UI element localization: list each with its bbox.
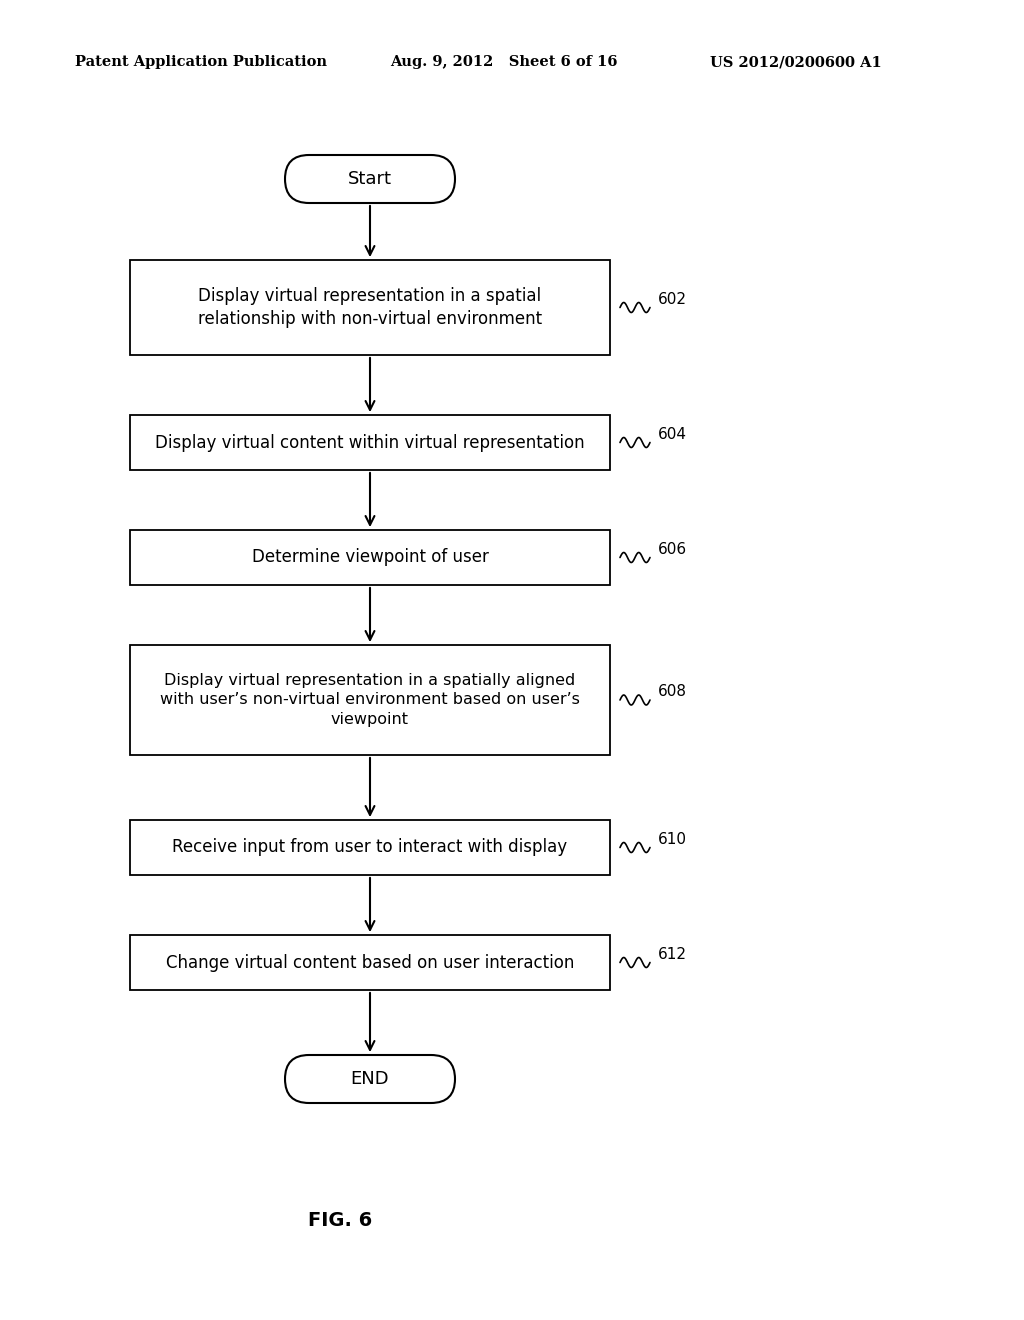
Text: 604: 604 [658,426,687,442]
FancyBboxPatch shape [285,154,455,203]
Bar [130,820,610,875]
Text: 606: 606 [658,543,687,557]
Text: Receive input from user to interact with display: Receive input from user to interact with… [172,838,567,857]
Text: Patent Application Publication: Patent Application Publication [75,55,327,69]
Bar [130,414,610,470]
Text: Determine viewpoint of user: Determine viewpoint of user [252,549,488,566]
Text: 610: 610 [658,832,687,847]
Bar [130,260,610,355]
Bar [130,935,610,990]
Bar [130,531,610,585]
Text: US 2012/0200600 A1: US 2012/0200600 A1 [710,55,882,69]
Text: 602: 602 [658,292,687,308]
Text: Change virtual content based on user interaction: Change virtual content based on user int… [166,953,574,972]
Text: 608: 608 [658,685,687,700]
Text: END: END [350,1071,389,1088]
FancyBboxPatch shape [285,1055,455,1104]
Text: Aug. 9, 2012   Sheet 6 of 16: Aug. 9, 2012 Sheet 6 of 16 [390,55,617,69]
Bar [130,645,610,755]
Text: 612: 612 [658,946,687,962]
Text: Display virtual representation in a spatial
relationship with non-virtual enviro: Display virtual representation in a spat… [198,286,542,329]
Text: Display virtual representation in a spatially aligned
with user’s non-virtual en: Display virtual representation in a spat… [160,673,580,727]
Text: Start: Start [348,170,392,187]
Text: Display virtual content within virtual representation: Display virtual content within virtual r… [156,433,585,451]
Text: FIG. 6: FIG. 6 [308,1210,372,1229]
